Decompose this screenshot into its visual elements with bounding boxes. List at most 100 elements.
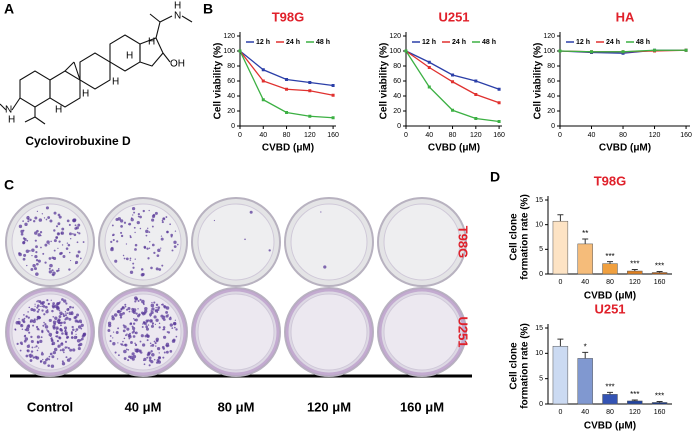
colony <box>43 361 47 365</box>
colony <box>174 319 177 321</box>
colony <box>27 220 30 223</box>
point <box>427 66 431 69</box>
colony <box>60 232 63 235</box>
colony <box>121 306 125 310</box>
atom-label: H <box>8 115 15 126</box>
colony <box>57 213 61 217</box>
colony <box>61 332 64 335</box>
significance: *** <box>630 390 639 399</box>
colony <box>69 357 72 360</box>
colony <box>125 348 128 351</box>
colony <box>122 312 125 315</box>
column-label: 80 μM <box>218 399 255 414</box>
colony <box>133 211 136 214</box>
y-tick-label: 40 <box>227 93 235 100</box>
colony-well <box>98 287 188 377</box>
colony <box>35 356 40 360</box>
colony <box>156 254 160 258</box>
colony-well <box>191 287 281 377</box>
colony <box>51 269 54 272</box>
colony <box>36 310 40 313</box>
colony <box>139 227 142 230</box>
colony <box>50 240 52 243</box>
colony <box>69 259 72 262</box>
colony <box>112 342 116 346</box>
well-inner <box>197 203 275 281</box>
significance: ** <box>582 229 588 238</box>
point <box>451 80 455 84</box>
colony <box>55 335 57 338</box>
colony <box>42 304 46 308</box>
colony <box>45 310 49 314</box>
y-tick-label: 0 <box>551 123 555 130</box>
colony <box>134 258 136 260</box>
y-axis-label: Cell clone <box>509 342 520 390</box>
colony <box>151 352 155 357</box>
colony <box>80 327 83 330</box>
x-tick-label: 40 <box>259 132 267 139</box>
point <box>238 49 242 53</box>
colony <box>45 218 48 221</box>
colony <box>169 316 172 319</box>
colony <box>27 218 30 220</box>
colony <box>82 241 85 243</box>
chart-title: T98G <box>594 173 627 188</box>
colony <box>58 267 60 270</box>
colony <box>60 321 63 324</box>
colony <box>151 322 155 325</box>
colony <box>33 267 38 271</box>
column-label: 40 μM <box>125 399 162 414</box>
colony <box>167 331 171 334</box>
colony <box>66 346 68 348</box>
colony <box>77 223 81 227</box>
colony <box>64 318 67 321</box>
colony <box>132 355 137 359</box>
colony <box>150 303 155 308</box>
colony <box>36 306 39 309</box>
colony <box>173 240 177 244</box>
colony <box>39 339 43 344</box>
colony <box>36 327 40 331</box>
colony <box>80 323 84 327</box>
colony <box>77 325 82 329</box>
y-tick-label: 20 <box>227 108 235 115</box>
colony <box>40 246 42 249</box>
colony <box>65 302 68 305</box>
colony <box>155 337 159 341</box>
colony <box>74 315 78 319</box>
colony <box>123 349 127 354</box>
colony <box>41 213 44 215</box>
colony <box>70 331 74 334</box>
colony <box>19 349 22 352</box>
colony <box>150 350 153 353</box>
colony <box>76 231 79 234</box>
colony <box>57 344 61 348</box>
colony <box>155 318 159 322</box>
colony <box>119 314 121 316</box>
colony <box>36 300 38 303</box>
colony <box>48 270 52 274</box>
colony <box>110 240 113 243</box>
colony <box>34 254 38 259</box>
colony <box>112 238 115 242</box>
colony <box>109 340 112 343</box>
colony <box>163 351 166 354</box>
colony <box>139 340 142 343</box>
legend-label: 48 h <box>482 39 496 46</box>
colony <box>158 326 161 329</box>
colony <box>52 305 55 309</box>
colony <box>130 341 133 344</box>
colony <box>51 355 55 359</box>
colony <box>59 324 62 327</box>
colony <box>162 315 166 319</box>
y-tick-label: 60 <box>227 78 235 85</box>
x-tick-label: 160 <box>654 409 666 416</box>
colony <box>163 217 165 220</box>
colony <box>155 303 159 307</box>
chart-title: HA <box>616 9 635 24</box>
colony <box>40 336 43 339</box>
colony <box>129 259 132 261</box>
colony <box>53 229 56 232</box>
colony <box>60 251 63 255</box>
colony <box>127 348 130 351</box>
